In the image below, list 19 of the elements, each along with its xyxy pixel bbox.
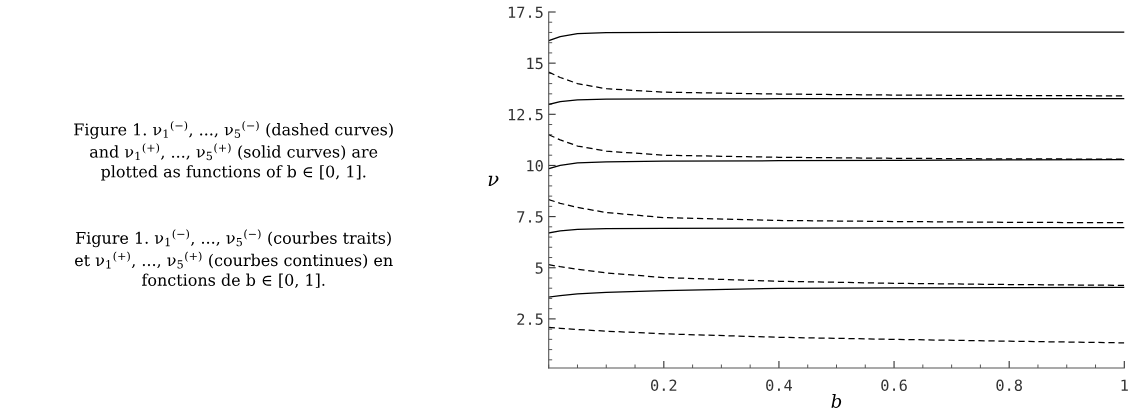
y-tick-label: 17.5: [508, 6, 543, 19]
x-tick-label: 0.2: [651, 379, 677, 392]
y-tick-label: 15: [527, 57, 543, 70]
y-axis-title: ν: [488, 175, 499, 186]
line-series: [548, 31, 1125, 42]
text: Figure 1. ν$_{1}$$^{(−)}$, ..., ν$_{5}$$^{(−)}$ (dashed curves) and ν$_{1}$$^{(+)}$, ..., ν$_{5}$$^{(+)}$ (solid curves) are plotted as functions of b ∈ [0, 1].: [74, 120, 393, 181]
y-tick-label: 12.5: [508, 108, 543, 121]
x-tick-label: 0.8: [996, 379, 1022, 392]
x-axis-title: b: [831, 393, 842, 408]
y-tick-label: 2.5: [517, 313, 543, 325]
line-series: [548, 326, 1125, 344]
x-tick-label: 0.6: [881, 379, 907, 392]
x-tick-label: 0.4: [766, 379, 793, 392]
text: Figure 1. ν$_{1}$$^{(−)}$, ..., ν$_{5}$$^{(−)}$ (courbes traits) et ν$_{1}$$^{(+)}$, ..., ν$_{5}$$^{(+)}$ (courbes continues) en fonctions de b ∈ [0, 1].: [75, 229, 393, 288]
y-tick-label: 7.5: [517, 211, 543, 223]
y-tick-label: 5: [535, 262, 543, 274]
y-tick-label: 10: [527, 159, 543, 172]
x-tick-label: 1: [1121, 379, 1128, 391]
line-series: [548, 198, 1125, 224]
